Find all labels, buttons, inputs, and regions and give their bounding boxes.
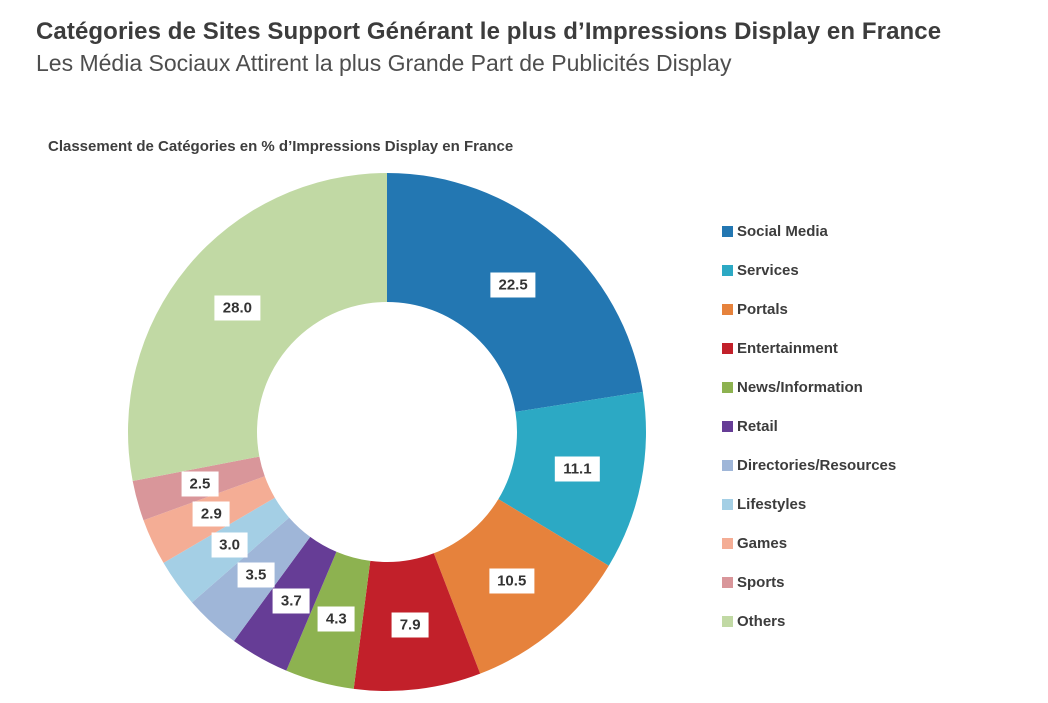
page-title: Catégories de Sites Support Générant le … — [36, 18, 942, 45]
legend-item-games: Games — [722, 534, 896, 552]
legend-swatch-retail — [722, 420, 733, 432]
pie-value-label-portals: 10.5 — [489, 568, 535, 594]
pie-value-label-retail: 3.7 — [272, 588, 310, 614]
legend-swatch-services — [722, 264, 733, 276]
chart-title: Classement de Catégories en % d’Impressi… — [48, 138, 514, 155]
legend-swatch-sports — [722, 576, 733, 588]
legend-label-news-information: News/Information — [737, 378, 863, 396]
pie-value-label-others: 28.0 — [214, 295, 261, 321]
legend-label-services: Services — [737, 261, 799, 279]
legend-swatch-entertainment — [722, 342, 733, 354]
donut-chart: 22.5 11.1 10.5 7.9 4.3 3.7 3.5 3.0 2.9 2.5 28.0 — [122, 167, 652, 697]
legend-swatch-lifestyles — [722, 498, 733, 510]
legend-item-services: Services — [722, 261, 896, 279]
pie-value-label-sports: 2.5 — [181, 471, 219, 497]
legend-label-portals: Portals — [737, 300, 788, 318]
legend-swatch-social-media — [722, 225, 733, 237]
pie-value-label-entertainment: 7.9 — [391, 612, 429, 638]
legend-item-sports: Sports — [722, 573, 896, 591]
report-header: Catégories de Sites Support Générant le … — [36, 16, 1026, 79]
pie-value-label-social-media: 22.5 — [490, 272, 536, 298]
pie-value-label-services: 11.1 — [555, 456, 600, 482]
pie-value-label-directories-resources: 3.5 — [237, 562, 275, 588]
chart-legend: Social Media Services Portals Entertainment… — [722, 223, 896, 652]
legend-swatch-portals — [722, 303, 733, 315]
legend-item-retail: Retail — [722, 417, 896, 435]
legend-label-social-media: Social Media — [737, 222, 828, 240]
legend-item-lifestyles: Lifestyles — [722, 495, 896, 513]
legend-item-entertainment: Entertainment — [722, 339, 896, 357]
pie-segment-others — [127, 173, 387, 481]
legend-swatch-directories-resources — [722, 459, 733, 471]
pie-value-label-games: 2.9 — [192, 501, 230, 527]
donut-chart-svg — [127, 173, 647, 692]
legend-label-games: Games — [737, 534, 788, 552]
legend-label-entertainment: Entertainment — [737, 339, 838, 357]
legend-label-retail: Retail — [737, 417, 778, 435]
legend-label-directories-resources: Directories/Resources — [737, 456, 897, 474]
legend-item-others: Others — [722, 612, 896, 630]
legend-swatch-news-information — [722, 381, 733, 393]
legend-item-news-information: News/Information — [722, 378, 896, 396]
legend-item-portals: Portals — [722, 300, 896, 318]
legend-swatch-others — [722, 615, 733, 627]
pie-value-label-lifestyles: 3.0 — [211, 532, 249, 558]
legend-swatch-games — [722, 537, 733, 549]
legend-label-sports: Sports — [737, 573, 785, 591]
legend-label-lifestyles: Lifestyles — [737, 495, 807, 513]
legend-label-others: Others — [737, 612, 786, 630]
legend-item-directories-resources: Directories/Resources — [722, 456, 897, 474]
pie-value-label-news-information: 4.3 — [317, 606, 355, 632]
page-subtitle: Les Média Sociaux Attirent la plus Grand… — [36, 50, 732, 77]
legend-item-social-media: Social Media — [722, 222, 896, 240]
